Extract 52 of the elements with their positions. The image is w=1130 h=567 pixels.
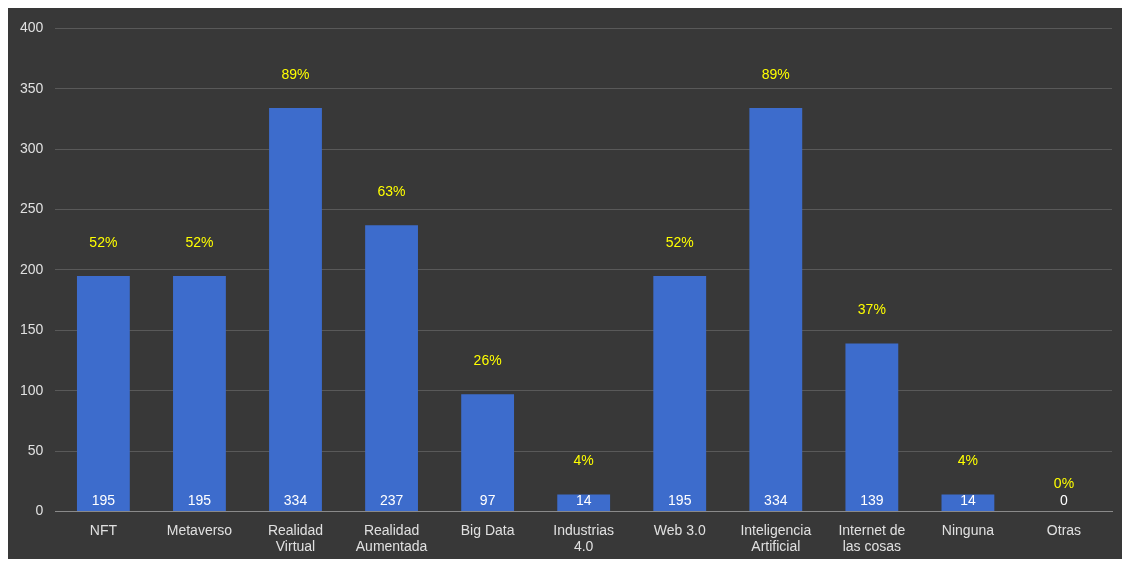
- y-tick-label: 350: [20, 79, 44, 96]
- x-tick-label: Metaverso: [166, 521, 233, 538]
- data-label: 14: [960, 492, 976, 509]
- bar: [557, 494, 611, 511]
- data-label: 14: [575, 492, 592, 509]
- annotation: 52%: [665, 233, 694, 250]
- annotation: 26%: [473, 352, 502, 369]
- y-tick-label: 300: [20, 140, 44, 157]
- annotation: 89%: [761, 65, 790, 82]
- data-label: 195: [91, 492, 116, 509]
- annotation: 0%: [1053, 475, 1075, 492]
- data-label: 97: [479, 492, 496, 509]
- y-tick-label: 0: [35, 502, 44, 519]
- data-label: 139: [860, 492, 884, 509]
- y-tick-label: 250: [20, 200, 44, 217]
- annotation: 63%: [377, 183, 406, 200]
- y-tick-label: 200: [20, 260, 44, 277]
- annotation: 37%: [857, 301, 886, 318]
- bar: [269, 108, 322, 511]
- x-tick-label: Otras: [1046, 521, 1082, 538]
- x-tick-label: Industrias 4.0: [553, 521, 615, 555]
- data-label: 195: [187, 492, 212, 509]
- bar: [461, 394, 515, 511]
- data-label: 237: [379, 492, 404, 509]
- bar: [941, 494, 995, 511]
- bar: [653, 275, 707, 511]
- x-tick-label: Ninguna: [941, 521, 995, 538]
- bar: [173, 275, 226, 511]
- y-tick-label: 400: [20, 19, 44, 36]
- data-label: 0: [1060, 492, 1069, 509]
- annotation: 52%: [185, 233, 214, 250]
- annotation: 89%: [281, 65, 310, 82]
- x-tick-label: Internet de las cosas: [838, 521, 906, 555]
- data-label: 334: [764, 492, 788, 509]
- annotation: 52%: [89, 233, 118, 250]
- bar: [845, 343, 899, 511]
- bar: [365, 225, 418, 511]
- data-label: 334: [283, 492, 308, 509]
- x-tick-label: Inteligencia Artificial: [740, 521, 812, 555]
- bar: [76, 275, 130, 511]
- x-tick-label: Realidad Aumentada: [355, 521, 428, 555]
- annotation: 4%: [573, 452, 594, 469]
- x-tick-label: NFT: [89, 521, 118, 538]
- y-tick-label: 100: [20, 381, 44, 398]
- y-tick-label: 150: [20, 321, 44, 338]
- x-tick-label: Realidad Virtual: [267, 521, 324, 555]
- x-tick-label: Web 3.0: [653, 521, 706, 538]
- x-tick-label: Big Data: [460, 521, 515, 538]
- y-tick-label: 50: [27, 441, 44, 458]
- data-label: 195: [668, 492, 692, 509]
- bar: [749, 108, 803, 511]
- annotation: 4%: [957, 452, 979, 469]
